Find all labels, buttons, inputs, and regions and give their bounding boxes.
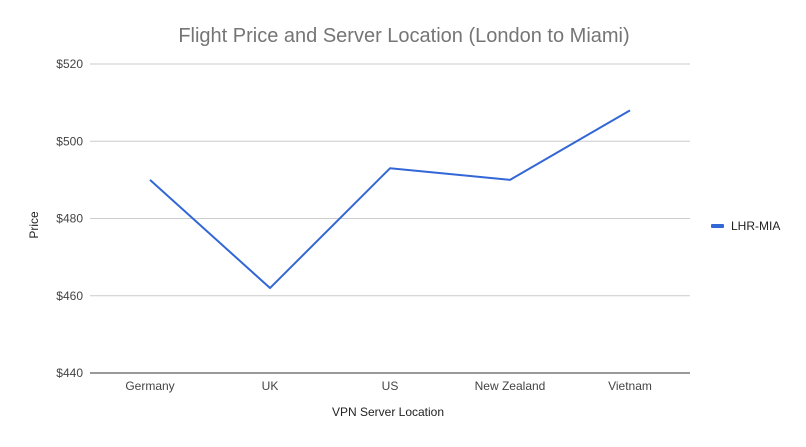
x-tick-label: UK	[262, 379, 279, 393]
x-axis-ticks: Germany UK US New Zealand Vietnam	[125, 379, 652, 393]
x-tick-label: Germany	[125, 379, 174, 393]
x-tick-label: US	[382, 379, 399, 393]
legend-swatch	[711, 224, 724, 228]
legend-label: LHR-MIA	[731, 219, 780, 233]
x-axis-label: VPN Server Location	[332, 405, 444, 419]
y-tick-label: $480	[56, 212, 83, 226]
y-tick-label: $520	[56, 57, 83, 71]
legend: LHR-MIA	[711, 219, 780, 233]
x-tick-label: New Zealand	[475, 379, 546, 393]
y-axis-label: Price	[27, 211, 41, 239]
series-lines	[149, 109, 631, 290]
y-tick-label: $440	[56, 366, 83, 380]
gridlines	[90, 63, 690, 374]
y-tick-label: $500	[56, 134, 83, 148]
chart-title: Flight Price and Server Location (London…	[178, 25, 629, 47]
y-tick-label: $460	[56, 289, 83, 303]
y-axis-ticks: $440 $460 $480 $500 $520	[56, 57, 83, 380]
series-line	[149, 109, 631, 290]
x-tick-label: Vietnam	[608, 379, 652, 393]
